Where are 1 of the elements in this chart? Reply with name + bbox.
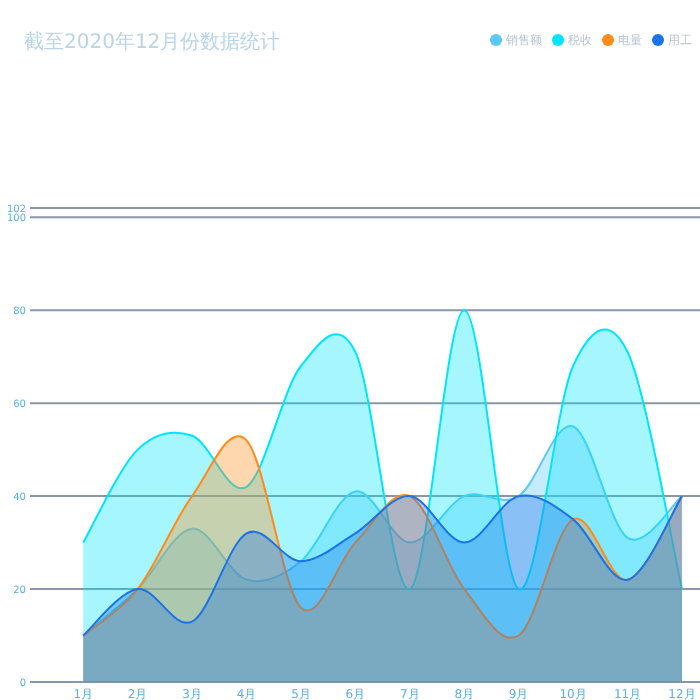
chart-title: 截至2020年12月份数据统计 (24, 30, 281, 54)
